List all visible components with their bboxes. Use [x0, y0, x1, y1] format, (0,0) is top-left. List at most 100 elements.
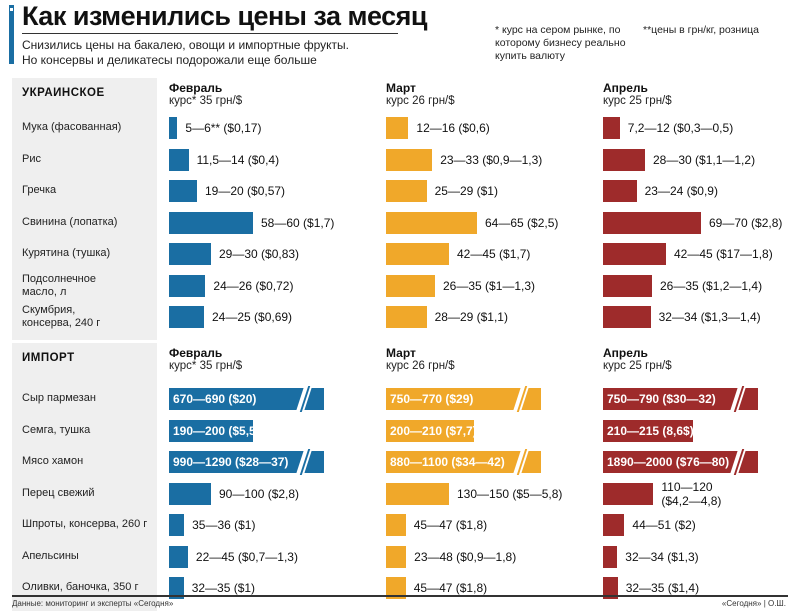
bar-апрель: [603, 274, 652, 297]
bottom-divider: [12, 595, 788, 597]
bar-март: [386, 180, 427, 202]
bar-март: [386, 482, 449, 505]
data-label: 32—35 ($1): [191, 581, 256, 595]
data-label: 44—51 ($2): [632, 518, 696, 532]
data-label: 990—1290 ($28—37): [173, 455, 289, 469]
data-label: 42—45 ($17—1,8): [674, 247, 773, 261]
bar-февраль: [169, 577, 184, 599]
data-label: 5—6** ($0,17): [185, 121, 262, 135]
title-accent-notch: [10, 8, 13, 11]
month-header: Апрель: [603, 346, 648, 360]
data-label: 35—36 ($1): [192, 518, 256, 532]
data-label: 29—30 ($0,83): [219, 247, 300, 261]
data-label: 23—48 ($0,9—1,8): [414, 549, 517, 564]
bar-март: [386, 545, 407, 568]
bar-апрель: [603, 388, 758, 410]
data-label: 28—30 ($1,1—1,2): [653, 152, 756, 167]
category-label: Мясо хамон: [22, 455, 84, 467]
data-label: 32—35 ($1,4): [625, 581, 700, 595]
data-label: 24—25 ($0,69): [212, 310, 293, 324]
data-label: 28—29 ($1,1): [434, 310, 508, 324]
data-label: 210—215 (8,6$): [607, 423, 694, 438]
data-label: 45—47 ($1,8): [413, 518, 488, 532]
bar-март: [386, 388, 541, 410]
bar-апрель: [603, 180, 637, 202]
bar-февраль: [169, 388, 324, 410]
data-label: 32—34 ($1,3—1,4): [658, 310, 761, 324]
bar-апрель: [603, 211, 701, 234]
title-accent-bar: [9, 5, 14, 64]
exchange-rate: курс 25 грн/$: [603, 95, 672, 107]
bar-февраль: [169, 482, 211, 505]
bar-апрель: [603, 117, 620, 139]
data-label: 7,2—12 ($0,3—0,5): [627, 121, 734, 135]
month-header: Март: [386, 81, 416, 95]
data-label: 90—100 ($2,8): [219, 486, 300, 501]
data-label: 42—45 ($1,7): [457, 247, 531, 261]
bar-март: [386, 306, 427, 328]
data-label: 200—210 ($7,7): [390, 423, 477, 438]
section-title: УКРАИНСКОЕ: [22, 87, 105, 99]
bar-февраль: [169, 545, 188, 568]
data-label: 1890—2000 ($76—80): [607, 455, 730, 469]
credit-note: «Сегодня» | О.Ш.: [721, 599, 786, 608]
category-label: Скумбрия, консерва, 240 г: [22, 304, 101, 329]
category-label: Сыр пармезан: [22, 392, 96, 404]
category-label: Перец свежий: [22, 486, 95, 499]
subtitle-line-1: Снизились цены на бакалею, овощи и импор…: [22, 38, 350, 52]
category-label: Гречка: [22, 184, 57, 196]
subtitle-line-2: Но консервы и деликатесы подорожали еще …: [22, 53, 317, 67]
bar-апрель: [603, 577, 618, 599]
data-label: 26—35 ($1,2—1,4): [660, 278, 763, 293]
data-label: 190—200 ($5,5): [173, 423, 260, 438]
bar-февраль: [169, 180, 197, 202]
bar-февраль: [169, 419, 253, 442]
bar-февраль: [169, 514, 185, 536]
month-header: Февраль: [169, 346, 223, 360]
month-header: Февраль: [169, 81, 223, 95]
bar-февраль: [169, 274, 206, 297]
month-header: Апрель: [603, 81, 648, 95]
data-label: 24—26 ($0,72): [213, 278, 294, 293]
data-label: 11,5—14 ($0,4): [196, 152, 280, 167]
bar-февраль: [169, 451, 324, 473]
data-label: 19—20 ($0,57): [205, 184, 286, 198]
footnote-units: **цены в грн/кг, розница: [643, 24, 759, 36]
data-label: 670—690 ($20): [173, 392, 257, 406]
bar-март: [386, 514, 406, 536]
exchange-rate: курс* 35 грн/$: [169, 95, 243, 107]
data-label: 750—790 ($30—32): [607, 392, 716, 406]
data-label: 58—60 ($1,7): [261, 215, 335, 230]
category-label: Семга, тушка: [22, 423, 91, 436]
data-label: 22—45 ($0,7—1,3): [195, 549, 298, 564]
bar-март: [386, 211, 477, 234]
data-label: 110—120 ($4,2—4,8): [661, 479, 722, 508]
bar-апрель: [603, 148, 645, 171]
footnote-rate: * курс на сером рынке, по которому бизне…: [495, 24, 626, 62]
exchange-rate: курс 25 грн/$: [603, 360, 672, 372]
bar-февраль: [169, 243, 211, 265]
category-label: Шпроты, консерва, 260 г: [22, 518, 148, 530]
bar-март: [386, 243, 449, 265]
data-label: 45—47 ($1,8): [413, 581, 488, 595]
bar-февраль: [169, 211, 253, 234]
data-label: 130—150 ($5—5,8): [457, 486, 563, 501]
data-label: 880—1100 ($34—42): [390, 455, 505, 469]
category-label: Рис: [22, 152, 41, 165]
data-label: 64—65 ($2,5): [485, 215, 559, 230]
exchange-rate: курс 26 грн/$: [386, 360, 455, 372]
bar-апрель: [603, 306, 651, 328]
bar-март: [386, 419, 475, 442]
bar-март: [386, 117, 409, 139]
bar-апрель: [603, 545, 618, 568]
data-label: 26—35 ($1—1,3): [443, 278, 536, 293]
category-label: Апельсины: [22, 549, 79, 562]
exchange-rate: курс* 35 грн/$: [169, 360, 243, 372]
category-panel: [12, 343, 157, 611]
data-label: 69—70 ($2,8): [709, 215, 783, 230]
data-label: 750—770 ($29): [390, 392, 474, 406]
section-title: ИМПОРТ: [22, 352, 75, 364]
category-label: Курятина (тушка): [22, 247, 111, 259]
data-label: 23—33 ($0,9—1,3): [440, 152, 543, 167]
category-panel: [12, 78, 157, 340]
